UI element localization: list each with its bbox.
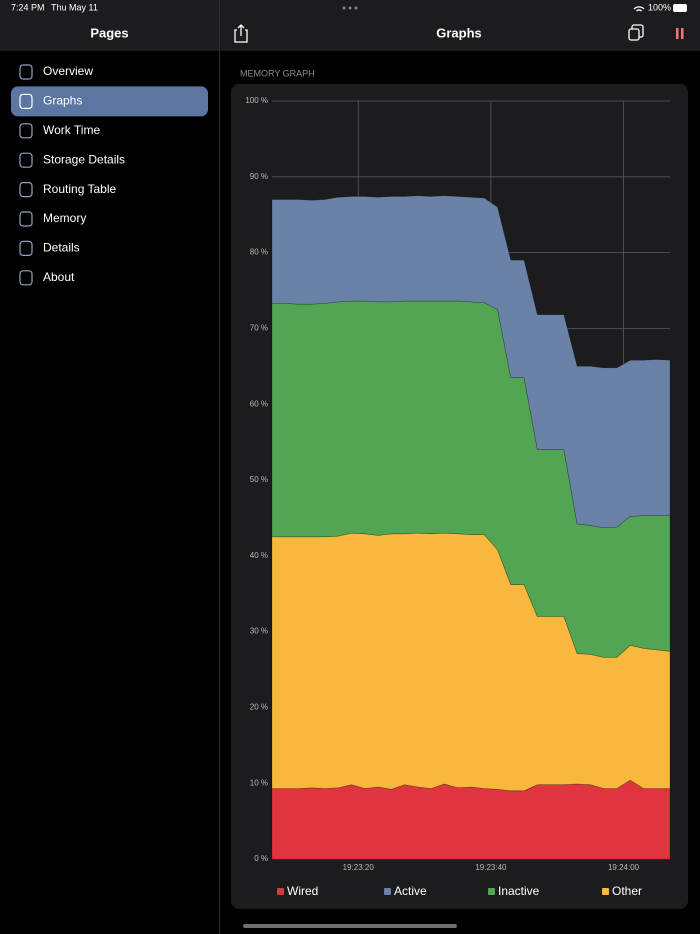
sidebar-item[interactable]: Overview <box>19 64 93 80</box>
chart: 0 % 10 % 20 % 30 % 40 % 50 % 60 % 70 % 80 % 90 % 1… <box>245 96 671 898</box>
legend-entry: Active <box>384 884 427 898</box>
sidebar-item[interactable]: About <box>19 270 75 286</box>
y-tick-label: 40 % <box>250 551 268 560</box>
legend-label: Active <box>394 884 427 898</box>
item-label: Graphs <box>43 94 82 108</box>
item-icon <box>19 240 33 256</box>
pause-button[interactable] <box>676 28 684 39</box>
y-tick-label: 90 % <box>250 172 268 181</box>
item-icon <box>19 123 33 139</box>
legend-swatch <box>277 888 284 895</box>
wifi-icon <box>633 6 645 12</box>
y-tick-label: 0 % <box>254 854 268 863</box>
sidebar-item[interactable]: Storage Details <box>19 152 125 168</box>
item-icon <box>19 211 33 227</box>
header-title: Graphs <box>436 25 482 40</box>
sidebar-item[interactable]: Memory <box>19 211 86 227</box>
item-icon <box>19 182 33 198</box>
y-tick-label: 70 % <box>250 324 268 333</box>
item-label: Details <box>43 241 80 255</box>
y-tick-label: 10 % <box>250 778 268 787</box>
sidebar-title: Pages <box>90 25 128 40</box>
legend-swatch <box>602 888 609 895</box>
item-icon <box>19 93 33 110</box>
share-button[interactable] <box>234 24 248 43</box>
copy-button[interactable] <box>628 24 644 41</box>
x-tick-label: 19:24:00 <box>608 863 640 872</box>
x-tick-label: 19:23:40 <box>475 863 507 872</box>
legend-entry: Other <box>602 884 642 898</box>
y-tick-label: 60 % <box>250 399 268 408</box>
area <box>271 195 671 529</box>
sidebar-item[interactable]: Routing Table <box>19 182 116 198</box>
x-tick-label: 19:23:20 <box>343 863 375 872</box>
item-label: Routing Table <box>43 182 116 196</box>
legend-entry: Wired <box>277 884 318 898</box>
area <box>271 779 671 860</box>
y-tick-label: 100 % <box>245 96 268 105</box>
sidebar-item[interactable]: Graphs <box>11 86 208 117</box>
status-battery: 100% <box>648 2 671 12</box>
item-icon <box>19 270 33 286</box>
y-tick-label: 20 % <box>250 703 268 712</box>
item-label: About <box>43 270 75 284</box>
item-label: Overview <box>43 64 93 78</box>
y-tick-label: 80 % <box>250 248 268 257</box>
section-title: MEMORY GRAPH <box>240 68 315 78</box>
y-tick-label: 50 % <box>250 475 268 484</box>
status-date: Thu May 11 <box>51 2 98 12</box>
legend-label: Other <box>612 884 642 898</box>
battery-icon <box>673 4 687 12</box>
legend-label: Inactive <box>498 884 540 898</box>
sidebar-item[interactable]: Details <box>19 240 80 256</box>
multitask-dots[interactable] <box>342 6 358 10</box>
legend-swatch <box>384 888 391 895</box>
selection-highlight <box>11 86 208 117</box>
legend-entry: Inactive <box>488 884 540 898</box>
legend-label: Wired <box>287 884 318 898</box>
item-label: Memory <box>43 211 86 225</box>
item-label: Work Time <box>43 123 100 137</box>
item-icon <box>19 64 33 80</box>
legend-swatch <box>488 888 495 895</box>
y-tick-label: 30 % <box>250 627 268 636</box>
sidebar: Overview Graphs Work Time Storage Details Ro… <box>11 64 208 286</box>
sidebar-item[interactable]: Work Time <box>19 123 100 139</box>
item-label: Storage Details <box>43 152 125 166</box>
home-indicator <box>243 924 457 928</box>
status-time: 7:24 PM <box>11 2 45 12</box>
item-icon <box>19 152 33 168</box>
